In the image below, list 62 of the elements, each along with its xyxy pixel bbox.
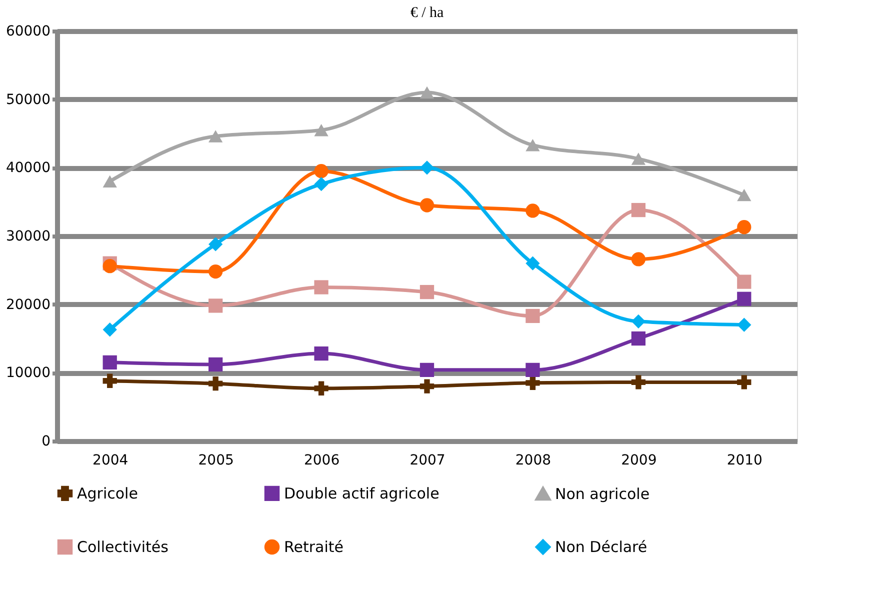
point (420, 86, 434, 99)
point (526, 308, 540, 324)
point (420, 160, 434, 175)
point (420, 198, 434, 212)
point (737, 188, 752, 202)
legend-label: Double actif agricole (284, 484, 440, 502)
x-tick-label: 2004 (92, 452, 128, 468)
point (631, 202, 646, 218)
point (737, 274, 752, 289)
point (526, 256, 540, 270)
legend-label: Non agricole (555, 484, 650, 503)
point (737, 375, 752, 390)
point (314, 164, 328, 178)
y-tick-label: 10000 (6, 365, 50, 382)
x-tick-label: 2010 (726, 452, 762, 468)
y-tick-label: 20000 (6, 296, 50, 313)
point (526, 138, 540, 152)
point (102, 175, 117, 188)
point (631, 331, 646, 346)
legend-label: Collectivités (77, 538, 169, 556)
point (631, 252, 646, 266)
point (208, 237, 223, 252)
x-tick-label: 2008 (515, 452, 552, 468)
y-tick-label: 30000 (6, 228, 50, 244)
point (631, 314, 646, 328)
point (420, 379, 434, 394)
x-tick-label: 2009 (621, 452, 657, 468)
point (526, 362, 540, 378)
point (631, 152, 646, 165)
chart-title: € / ha (410, 5, 444, 21)
point (314, 381, 328, 396)
y-tick-label: 0 (42, 434, 50, 450)
y-tick-label: 40000 (6, 160, 50, 176)
point (420, 284, 434, 300)
point (102, 355, 117, 370)
point (314, 346, 328, 361)
point (314, 124, 328, 136)
legend-label: Non Déclaré (555, 538, 648, 556)
point (737, 292, 752, 306)
y-tick-label: 50000 (6, 92, 50, 108)
x-tick-label: 2006 (304, 452, 340, 468)
legend-label: Retraité (284, 538, 344, 556)
x-tick-label: 2007 (410, 452, 446, 468)
point (314, 176, 328, 192)
point (102, 322, 117, 337)
point (102, 259, 117, 274)
point (737, 220, 752, 234)
point (420, 362, 434, 378)
point (631, 375, 646, 390)
point (208, 376, 223, 391)
point (314, 280, 328, 294)
y-tick-label: 60000 (6, 24, 50, 40)
point (737, 318, 752, 332)
point (208, 264, 223, 279)
point (208, 357, 223, 372)
point (208, 298, 223, 313)
point (526, 204, 540, 218)
point (102, 374, 117, 388)
x-tick-label: 2005 (198, 452, 234, 468)
point (208, 130, 223, 142)
point (526, 376, 540, 390)
legend-label: Agricole (77, 484, 138, 502)
